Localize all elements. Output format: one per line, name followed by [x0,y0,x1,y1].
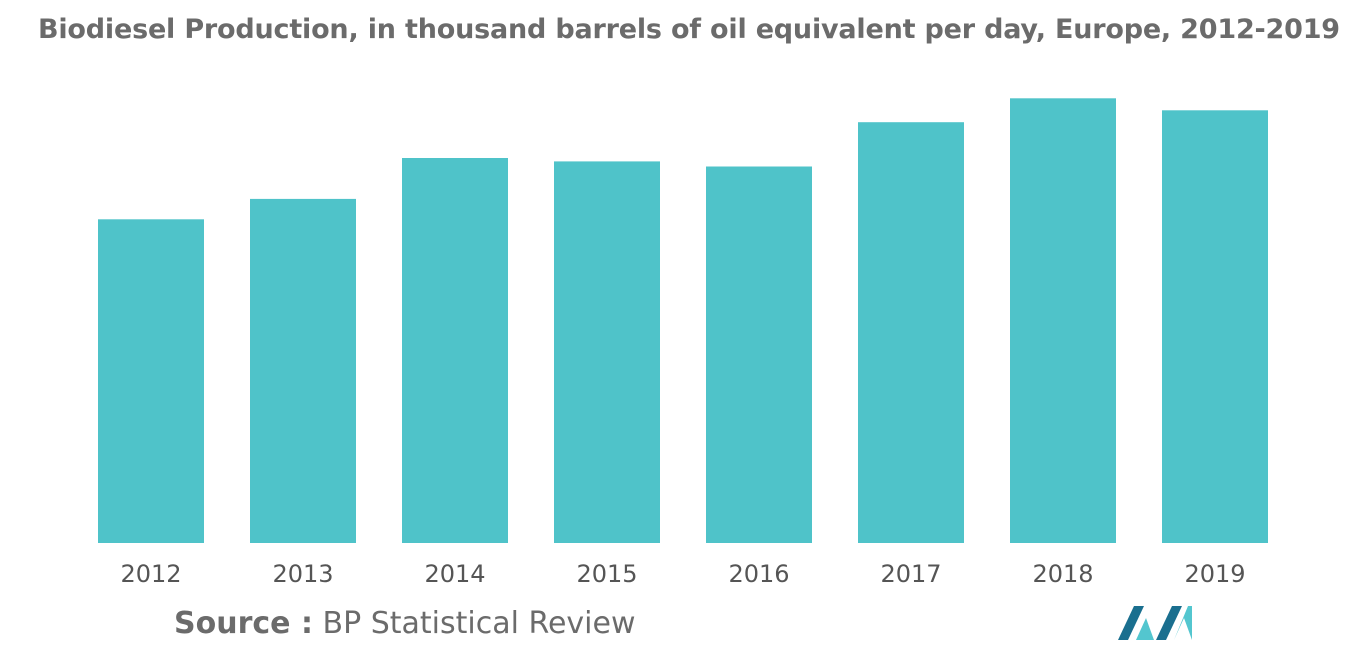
x-tick-label-2019: 2019 [1184,560,1245,588]
x-axis-ticks: 2012 2013 2014 2015 2016 2017 2018 2019 [120,560,1245,588]
x-tick-label-2014: 2014 [424,560,485,588]
bar-2016 [706,166,812,543]
bar-chart: 2012 2013 2014 2015 2016 2017 2018 2019 [98,98,1268,588]
bar-2015 [554,161,660,543]
bar-2017 [858,122,964,543]
x-tick-label-2017: 2017 [880,560,941,588]
bar-2018 [1010,98,1116,544]
x-tick-label-2012: 2012 [120,560,181,588]
x-tick-label-2016: 2016 [728,560,789,588]
chart-title: Biodiesel Production, in thousand barrel… [38,14,1340,45]
mordor-intelligence-logo-icon [1118,606,1192,640]
bar-2013 [250,198,356,543]
bar-2014 [402,158,508,543]
bar-2019 [1162,110,1268,544]
bar-2012 [98,219,204,544]
source-label: Source : [174,606,313,641]
x-tick-label-2013: 2013 [272,560,333,588]
bars-group [98,98,1268,544]
source-note: Source : BP Statistical Review [174,606,636,641]
x-tick-label-2018: 2018 [1032,560,1093,588]
x-tick-label-2015: 2015 [576,560,637,588]
source-text: BP Statistical Review [322,606,636,641]
